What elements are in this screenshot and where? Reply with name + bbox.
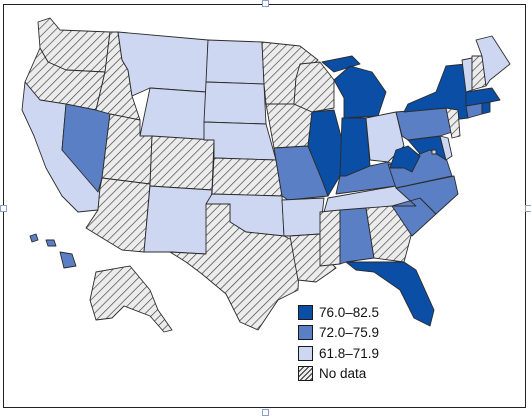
frame-handle-top [262,0,269,7]
state-me [475,35,511,87]
state-ma [465,87,501,107]
state-co [149,135,215,191]
state-ar [281,197,325,237]
legend-item: 76.0–82.5 [298,302,418,323]
state-ri [481,101,491,115]
legend-swatch-light [298,345,313,361]
state-ne [203,121,277,161]
state-il [307,109,343,197]
state-de [439,135,453,161]
legend-item: No data [298,364,418,385]
frame-handle-left [0,205,7,212]
state-wv [389,145,421,173]
legend-swatch-mid [298,325,313,341]
state-ga [365,205,413,263]
legend-swatch-nodata [298,366,313,382]
state-ak [89,265,173,333]
state-ca [21,81,101,213]
state-nm [143,185,213,255]
state-pa [395,107,453,141]
state-wi [293,61,335,113]
legend-item: 61.8–71.9 [298,343,418,364]
state-ia [265,103,313,149]
map-legend: 76.0–82.5 72.0–75.9 61.8–71.9 No data [298,302,418,384]
state-hi [29,233,77,269]
state-nd [205,39,265,85]
state-wy [139,87,207,141]
state-mi [321,55,387,119]
state-ms [319,209,341,267]
frame-handle-right [525,205,531,212]
state-nj [445,107,461,139]
state-mt [117,31,209,97]
state-al [339,207,375,265]
state-sd [203,81,267,125]
legend-label: 76.0–82.5 [319,304,380,320]
state-ks [211,157,283,197]
legend-label: 72.0–75.9 [319,325,380,341]
legend-item: 72.0–75.9 [298,323,418,344]
state-in [339,117,371,177]
state-dc [431,149,437,155]
state-fl [345,261,435,327]
legend-label: No data [319,366,367,382]
state-tx [169,203,301,331]
legend-swatch-dark [298,304,313,320]
legend-label: 61.8–71.9 [319,345,380,361]
